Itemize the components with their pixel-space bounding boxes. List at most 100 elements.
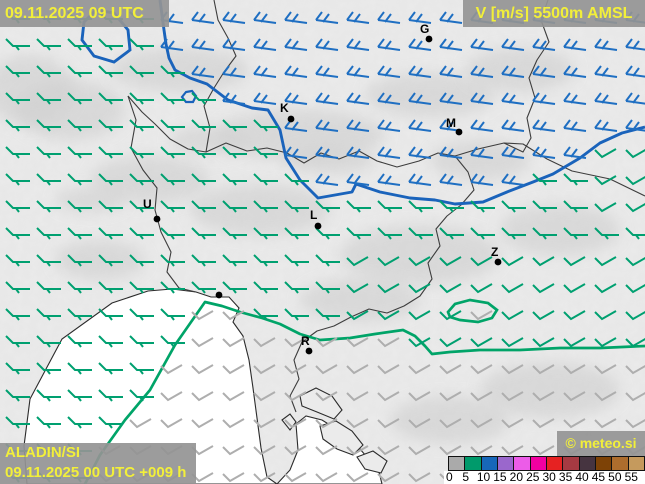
- wind-barb-moderate: [36, 254, 61, 267]
- wind-barb-moderate: [284, 254, 309, 267]
- wind-barb-calm: [222, 364, 245, 375]
- wind-barb-moderate: [253, 308, 278, 321]
- wind-barb-calm: [284, 337, 307, 348]
- legend-value: 0: [445, 470, 453, 484]
- wind-barb-moderate: [284, 173, 309, 186]
- wind-barb-moderate: [129, 227, 154, 240]
- wind-barb-calm: [501, 391, 524, 402]
- legend-value: 25: [526, 470, 540, 484]
- wind-barb-moderate: [470, 200, 495, 213]
- wind-barb-calm: [563, 391, 586, 402]
- wind-barb-moderate: [315, 227, 340, 240]
- wind-barb-moderate: [408, 310, 431, 321]
- wind-barb-calm: [439, 391, 462, 402]
- wind-barb-calm: [377, 391, 400, 402]
- wind-barb-moderate: [67, 38, 92, 51]
- wind-barb-moderate: [191, 92, 216, 105]
- wind-barb-strong: [160, 38, 184, 51]
- wind-barb-calm: [315, 337, 338, 348]
- wind-barb-moderate: [98, 389, 123, 402]
- wind-barb-moderate: [625, 283, 645, 294]
- field-title-box: V [m/s] 5500m AMSL: [463, 0, 645, 27]
- wind-barb-moderate: [408, 283, 431, 294]
- wind-barb-moderate: [501, 200, 526, 213]
- city-dot: [494, 258, 502, 266]
- wind-barb-moderate: [346, 200, 371, 213]
- wind-barb-moderate: [408, 337, 431, 348]
- wind-barb-moderate: [160, 335, 185, 348]
- wind-barb-moderate: [160, 281, 185, 294]
- wind-barb-strong: [377, 92, 401, 105]
- wind-barb-moderate: [222, 200, 247, 213]
- wind-barb-moderate: [563, 283, 586, 294]
- wind-barb-strong: [594, 65, 618, 78]
- wind-barb-moderate: [625, 256, 645, 267]
- wind-barb-strong: [408, 173, 432, 186]
- wind-barb-moderate: [5, 335, 30, 348]
- wind-barb-calm: [377, 364, 400, 375]
- wind-barb-strong: [532, 92, 556, 105]
- wind-barb-moderate: [346, 283, 369, 294]
- wind-barb-calm: [222, 310, 245, 321]
- wind-barb-moderate: [439, 310, 462, 321]
- wind-barb-strong: [470, 173, 494, 186]
- wind-barb-moderate: [315, 308, 340, 321]
- wind-barb-strong: [315, 38, 339, 51]
- wind-barb-calm: [315, 418, 338, 429]
- wind-barb-calm: [377, 337, 400, 348]
- wind-barb-moderate: [532, 173, 557, 186]
- wind-barb-strong: [625, 92, 645, 105]
- credit-label: © meteo.si: [565, 435, 637, 451]
- legend-value: 30: [542, 470, 556, 484]
- wind-barb-calm: [191, 364, 214, 375]
- wind-barb-moderate: [191, 281, 216, 294]
- wind-barb-calm: [377, 418, 400, 429]
- wind-barb-calm: [191, 310, 214, 321]
- isotach-10ms-small-loop: [180, 89, 198, 104]
- wind-barb-strong: [439, 146, 463, 159]
- wind-barb-moderate: [36, 335, 61, 348]
- wind-barb-calm: [532, 391, 555, 402]
- wind-barb-moderate: [5, 362, 30, 375]
- legend-value: 20: [509, 470, 524, 484]
- wind-barb-moderate: [5, 92, 30, 105]
- wind-barb-strong: [222, 65, 246, 78]
- wind-barb-moderate: [98, 38, 123, 51]
- city-label: R: [301, 334, 310, 348]
- wind-barb-strong: [563, 146, 587, 159]
- wind-barb-calm: [625, 364, 645, 375]
- wind-barb-calm: [315, 445, 338, 456]
- wind-barb-moderate: [594, 175, 617, 186]
- wind-barb-strong: [253, 92, 277, 105]
- wind-barb-moderate: [470, 337, 493, 348]
- wind-barb-moderate: [129, 38, 154, 51]
- wind-barb-moderate: [129, 119, 154, 132]
- wind-barb-strong: [315, 11, 339, 24]
- wind-barb-moderate: [191, 227, 216, 240]
- wind-barb-moderate: [501, 256, 524, 267]
- wind-barb-calm: [501, 364, 524, 375]
- wind-barb-calm: [470, 364, 493, 375]
- wind-barb-strong: [284, 65, 308, 78]
- wind-barb-moderate: [160, 119, 185, 132]
- wind-barb-moderate: [563, 256, 586, 267]
- wind-barb-strong: [191, 65, 215, 78]
- wind-barb-moderate: [67, 227, 92, 240]
- wind-barb-strong: [346, 11, 370, 24]
- wind-barb-moderate: [129, 92, 154, 105]
- wind-barb-moderate: [129, 65, 154, 78]
- wind-barb-moderate: [5, 173, 30, 186]
- wind-barb-strong: [377, 38, 401, 51]
- wind-barb-strong: [625, 119, 645, 132]
- wind-barb-moderate: [222, 227, 247, 240]
- wind-barb-moderate: [594, 202, 617, 213]
- wind-barb-moderate: [36, 146, 61, 159]
- wind-barb-strong: [470, 65, 494, 78]
- wind-barb-moderate: [160, 146, 185, 159]
- legend-value: 35: [558, 470, 573, 484]
- wind-barb-moderate: [377, 227, 402, 240]
- wind-barb-moderate: [377, 283, 400, 294]
- island-outline: [319, 420, 364, 456]
- wind-barb-moderate: [594, 283, 617, 294]
